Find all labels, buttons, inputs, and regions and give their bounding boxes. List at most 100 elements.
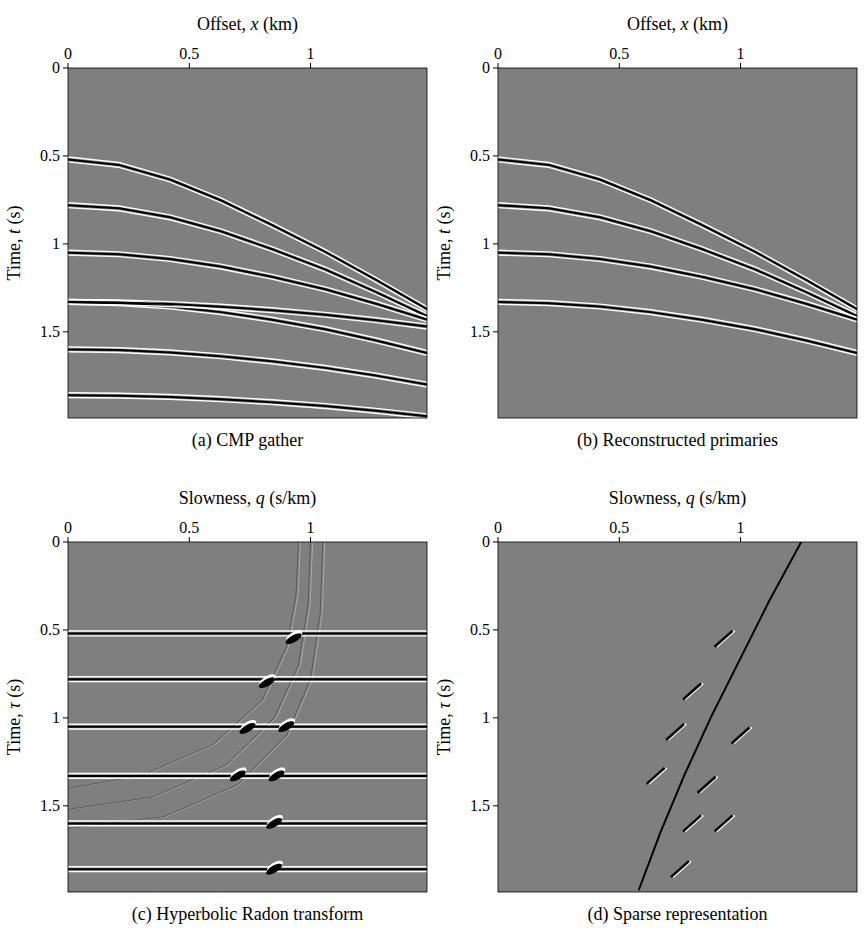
y-tick xyxy=(63,629,68,630)
wavelet-lobe xyxy=(68,681,427,682)
wavelet-trough xyxy=(68,159,427,309)
focus-point xyxy=(238,721,257,736)
label-part: (s) xyxy=(434,206,455,230)
label-part: (km) xyxy=(689,14,729,35)
x-tick-label: 0 xyxy=(64,45,72,62)
x-tick-label: 1 xyxy=(307,519,315,536)
label-symbol: q xyxy=(256,488,265,508)
y-tick-label: 0.5 xyxy=(40,621,60,638)
focus-point xyxy=(257,675,276,690)
label-symbol: x xyxy=(250,14,259,34)
sparse-coef xyxy=(698,777,716,793)
wavelet-trough xyxy=(68,632,427,634)
wavelet-lobe xyxy=(68,825,427,826)
sparse-coef xyxy=(715,631,733,647)
y-tick-label: 0.5 xyxy=(470,147,490,164)
plot-background xyxy=(498,542,857,892)
panel: 00.5100.511.5Offset, x (km)Time, t (s)(a… xyxy=(4,14,427,451)
y-tick-label: 0 xyxy=(482,533,490,550)
wavelet-lobe xyxy=(68,820,427,821)
wavelet-trough xyxy=(68,395,427,416)
plot-area xyxy=(639,542,802,890)
y-tick-label: 1.5 xyxy=(470,797,490,814)
y-tick-label: 0.5 xyxy=(40,147,60,164)
label-symbol: x xyxy=(680,14,689,34)
plot-frame xyxy=(68,68,427,418)
x-tick-label: 1 xyxy=(307,45,315,62)
x-tick-label: 1 xyxy=(737,45,745,62)
wavelet-lobe xyxy=(68,635,427,636)
wavelet-trough xyxy=(68,302,427,353)
sparse-coef xyxy=(666,724,684,740)
sparse-coef-halo xyxy=(700,777,718,793)
x-tick xyxy=(498,63,499,68)
faint-curve-lobe xyxy=(70,542,313,809)
focus-point xyxy=(265,862,284,877)
plot-area xyxy=(68,542,427,877)
y-tick xyxy=(493,155,498,156)
sparse-coef xyxy=(732,727,750,743)
wavelet-lobe xyxy=(498,208,857,319)
plot-area xyxy=(498,157,857,355)
wavelet-trough xyxy=(498,253,857,320)
y-axis-title: Time, τ (s) xyxy=(4,679,25,755)
wavelet-lobe xyxy=(68,630,427,631)
y-tick xyxy=(493,243,498,244)
sparse-coef xyxy=(715,815,733,831)
y-tick-label: 1.5 xyxy=(40,797,60,814)
label-part: (s) xyxy=(4,206,25,230)
wavelet-lobe xyxy=(68,676,427,677)
faint-curve xyxy=(68,542,311,809)
y-tick-label: 0 xyxy=(482,59,490,76)
sparse-coef-halo xyxy=(717,631,735,647)
x-tick-label: 0 xyxy=(494,45,502,62)
x-tick-label: 0 xyxy=(64,519,72,536)
label-part: (s/km) xyxy=(695,488,747,509)
y-tick xyxy=(63,805,68,806)
wavelet-trough xyxy=(68,349,427,384)
wavelet-lobe xyxy=(498,250,857,317)
wavelet-trough xyxy=(68,868,427,870)
y-axis-title: Time, τ (s) xyxy=(434,679,455,755)
y-tick-label: 0 xyxy=(52,59,60,76)
sparse-coef-halo xyxy=(734,727,752,743)
wavelet-lobe xyxy=(68,866,427,867)
x-tick-label: 0.5 xyxy=(609,45,629,62)
focus-point xyxy=(277,719,296,734)
x-tick-label: 0.5 xyxy=(179,519,199,536)
label-part: (km) xyxy=(259,14,299,35)
wavelet-lobe xyxy=(68,871,427,872)
x-tick-label: 0.5 xyxy=(179,45,199,62)
focus-point xyxy=(267,768,286,783)
plot-area xyxy=(68,157,427,418)
wavelet-trough xyxy=(498,302,857,353)
sparse-coef xyxy=(683,815,701,831)
x-tick xyxy=(498,537,499,542)
sparse-coef-halo xyxy=(717,815,735,831)
panel-caption: (d) Sparse representation xyxy=(588,904,768,925)
wavelet-lobe xyxy=(68,250,427,317)
wavelet-trough xyxy=(498,159,857,309)
sparse-coef-halo xyxy=(649,768,667,784)
label-part: Slowness, xyxy=(179,488,256,508)
x-tick xyxy=(68,537,69,542)
y-tick xyxy=(63,68,68,69)
y-tick xyxy=(63,243,68,244)
wavelet-lobe xyxy=(68,203,427,314)
x-tick-label: 1 xyxy=(737,519,745,536)
plot-frame xyxy=(498,68,857,418)
x-tick xyxy=(189,537,190,542)
x-axis-title: Slowness, q (s/km) xyxy=(179,488,317,509)
label-symbol: q xyxy=(686,488,695,508)
label-part: Slowness, xyxy=(609,488,686,508)
figure: 00.5100.511.5Offset, x (km)Time, t (s)(a… xyxy=(0,0,864,943)
label-part: (s) xyxy=(4,679,25,703)
wavelet-trough xyxy=(498,205,857,316)
y-tick-label: 0 xyxy=(52,533,60,550)
x-tick xyxy=(68,63,69,68)
x-axis-title: Offset, x (km) xyxy=(627,14,728,35)
panel: 00.5100.511.5Offset, x (km)Time, t (s)(b… xyxy=(434,14,857,451)
label-part: Offset, xyxy=(627,14,681,34)
sparse-coef-halo xyxy=(668,724,686,740)
panel: 00.5100.511.5Slowness, q (s/km)Time, τ (… xyxy=(434,488,857,925)
